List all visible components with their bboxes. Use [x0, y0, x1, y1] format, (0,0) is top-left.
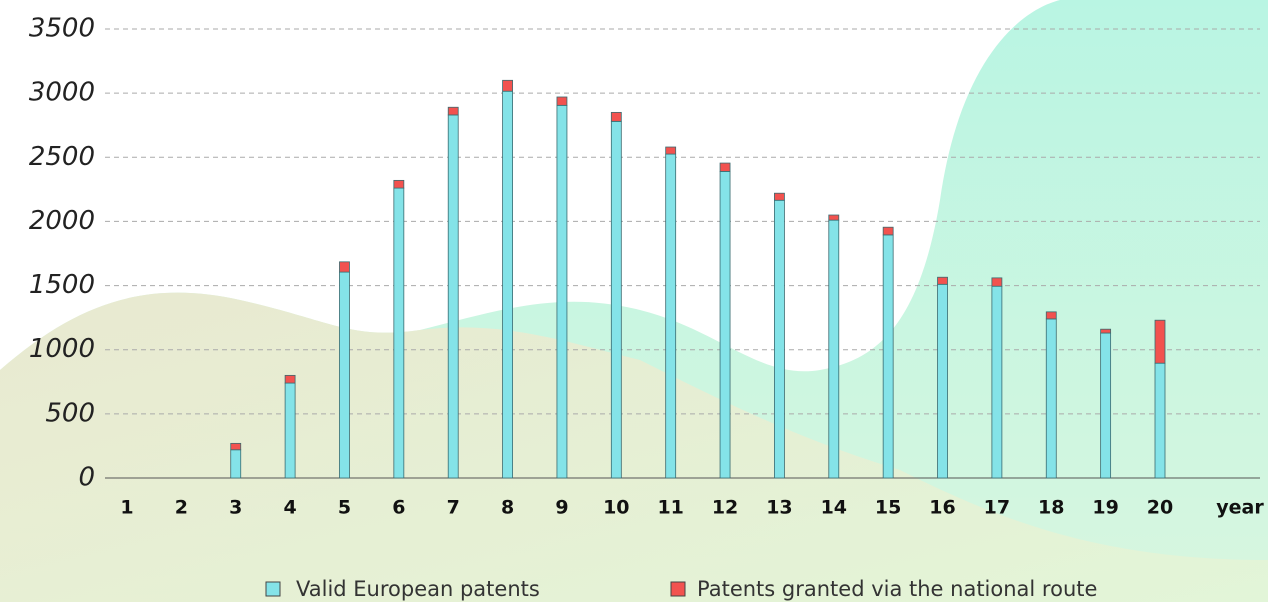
- bar-segment: [720, 171, 730, 478]
- bar-segment: [1046, 319, 1056, 478]
- x-tick-label: 16: [929, 497, 955, 519]
- y-tick-label: 500: [45, 398, 95, 428]
- y-tick-label: 3000: [29, 78, 95, 108]
- x-tick-label: 18: [1038, 497, 1064, 519]
- bar-segment: [883, 227, 893, 235]
- bar-segment: [1155, 363, 1165, 478]
- bar-segment: [666, 147, 676, 154]
- bar-segment: [503, 80, 513, 91]
- bar-segment: [883, 235, 893, 478]
- bar-segment: [1101, 329, 1111, 333]
- y-tick-label: 1000: [29, 334, 95, 364]
- bar-segment: [938, 284, 948, 478]
- bar-segment: [339, 272, 349, 478]
- y-tick-label: 2500: [29, 142, 95, 172]
- x-tick-label: 4: [283, 497, 296, 519]
- x-axis-label: year: [1216, 497, 1264, 519]
- x-tick-label: 9: [555, 497, 568, 519]
- bar-segment: [720, 163, 730, 171]
- bar-segment: [611, 121, 621, 478]
- x-tick-label: 11: [657, 497, 683, 519]
- bar-segment: [285, 383, 295, 478]
- bar-segment: [285, 375, 295, 383]
- bar-segment: [231, 443, 241, 449]
- bar-segment: [829, 215, 839, 220]
- legend-swatch: [671, 582, 685, 596]
- bar-segment: [503, 91, 513, 478]
- bar-segment: [992, 278, 1002, 286]
- bar-segment: [938, 277, 948, 284]
- x-tick-label: 17: [984, 497, 1010, 519]
- bar-segment: [1155, 320, 1165, 363]
- x-tick-label: 20: [1147, 497, 1173, 519]
- x-tick-label: 3: [229, 497, 242, 519]
- y-tick-label: 3500: [29, 14, 95, 44]
- bar-segment: [774, 200, 784, 478]
- x-tick-label: 2: [175, 497, 188, 519]
- chart: 0500100015002000250030003500123456789101…: [0, 0, 1268, 602]
- bar-segment: [557, 97, 567, 105]
- bar-segment: [829, 220, 839, 478]
- y-tick-label: 1500: [29, 270, 95, 300]
- x-tick-label: 14: [821, 497, 847, 519]
- legend-label: Patents granted via the national route: [697, 577, 1097, 601]
- bar-segment: [448, 115, 458, 478]
- x-tick-label: 13: [766, 497, 792, 519]
- x-tick-label: 5: [338, 497, 351, 519]
- bar-segment: [611, 112, 621, 121]
- bar-segment: [1101, 333, 1111, 478]
- x-tick-label: 1: [120, 497, 133, 519]
- bar-segment: [394, 180, 404, 188]
- x-tick-label: 19: [1092, 497, 1118, 519]
- bar-segment: [339, 262, 349, 272]
- x-tick-label: 7: [447, 497, 460, 519]
- bar-segment: [666, 154, 676, 478]
- bar-segment: [448, 107, 458, 115]
- x-tick-label: 10: [603, 497, 629, 519]
- bar-segment: [231, 450, 241, 478]
- y-tick-label: 2000: [29, 206, 95, 236]
- x-tick-label: 12: [712, 497, 738, 519]
- y-tick-label: 0: [78, 463, 95, 493]
- x-tick-label: 6: [392, 497, 405, 519]
- page: 0500100015002000250030003500123456789101…: [0, 0, 1268, 602]
- x-tick-label: 8: [501, 497, 514, 519]
- legend-swatch: [266, 582, 280, 596]
- bar-segment: [992, 286, 1002, 478]
- bar-segment: [1046, 312, 1056, 319]
- bar-segment: [774, 193, 784, 200]
- legend-label: Valid European patents: [296, 577, 540, 601]
- x-tick-label: 15: [875, 497, 901, 519]
- bar-segment: [557, 105, 567, 478]
- bar-segment: [394, 188, 404, 478]
